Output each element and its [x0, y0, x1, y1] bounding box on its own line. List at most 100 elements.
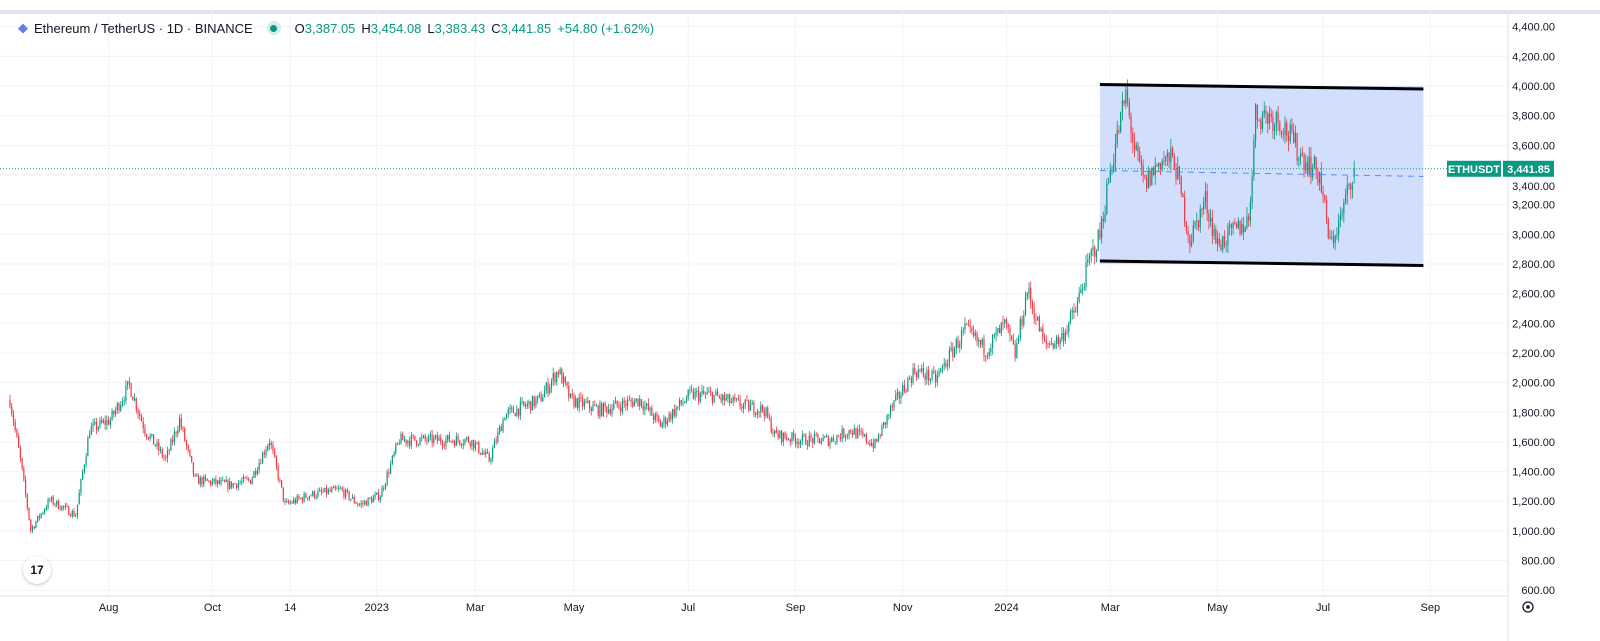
market-status-icon[interactable]: [266, 21, 281, 35]
candle-body: [967, 324, 970, 326]
candle-body: [172, 439, 174, 442]
candle-body: [836, 435, 838, 443]
candle-body: [1073, 310, 1075, 313]
candle-body: [1351, 186, 1354, 190]
candle-body: [1298, 158, 1300, 161]
candle-body: [1030, 287, 1032, 303]
low-value: 3,383.43: [434, 20, 486, 36]
candle-body: [197, 475, 200, 485]
candle-body: [1194, 221, 1196, 226]
candle-body: [549, 387, 551, 394]
candle-body: [535, 399, 537, 407]
candle-body: [1225, 245, 1227, 246]
candle-body: [1159, 163, 1162, 170]
candle-body: [338, 488, 340, 490]
candle-body: [225, 480, 227, 483]
candle-body: [255, 471, 257, 475]
candle-body: [917, 369, 919, 378]
candle-body: [928, 369, 930, 381]
candle-body: [554, 373, 556, 383]
candle-body: [1312, 167, 1314, 178]
candle-body: [877, 435, 880, 442]
candle-body: [1315, 156, 1317, 172]
candle-body: [1158, 163, 1160, 167]
candle-body: [661, 423, 663, 427]
candle-body: [18, 436, 20, 448]
candle-body: [748, 400, 750, 411]
candle-body: [1005, 319, 1008, 324]
candle-body: [90, 426, 92, 435]
candle-body: [713, 394, 715, 403]
symbol-tag-text: ETHUSDT: [1448, 164, 1500, 176]
candle-body: [864, 434, 866, 436]
candle-body: [1187, 231, 1189, 236]
candle-body: [1035, 319, 1037, 321]
candle-body: [530, 401, 532, 411]
candle-body: [474, 443, 476, 449]
candle-body: [1154, 165, 1156, 176]
candle-body: [825, 436, 828, 438]
candle-body: [993, 334, 995, 336]
candle-body: [282, 487, 284, 501]
candle-body: [528, 401, 530, 404]
candle-body: [569, 393, 572, 398]
candle-body: [325, 487, 328, 495]
symbol-legend: ◆ Ethereum / TetherUS · 1D · BINANCE O3,…: [18, 20, 654, 36]
candle-body: [1229, 224, 1231, 227]
candle-body: [1147, 170, 1149, 188]
candle-body: [132, 396, 134, 401]
candle-body: [815, 434, 817, 436]
candle-body: [434, 435, 437, 438]
candle-body: [547, 383, 549, 394]
candle-body: [585, 401, 587, 403]
candle-body: [194, 474, 196, 477]
candle-body: [670, 413, 672, 420]
candle-body: [128, 381, 130, 384]
candle-body: [310, 495, 312, 497]
candle-body: [1293, 130, 1295, 143]
candle-body: [294, 499, 297, 503]
candle-body: [966, 323, 968, 325]
candle-body: [594, 404, 596, 406]
settings-gear-icon[interactable]: [1522, 601, 1534, 613]
candle-body: [1331, 236, 1333, 238]
candle-body: [450, 441, 452, 442]
time-tick-label: Jul: [1316, 602, 1330, 614]
candle-body: [519, 401, 521, 416]
candle-body: [682, 402, 684, 404]
price-tick-label: 4,400.00: [1512, 22, 1555, 34]
candle-body: [675, 407, 677, 416]
candle-body: [715, 391, 717, 395]
candle-body: [455, 436, 457, 446]
candle-body: [1166, 152, 1168, 157]
candle-body: [246, 478, 248, 480]
range-midline: [1099, 170, 1424, 177]
candle-body: [306, 497, 309, 499]
candle-body: [694, 391, 696, 399]
candle-body: [410, 435, 412, 446]
candle-body: [71, 511, 73, 517]
candle-body: [808, 435, 810, 446]
tradingview-logo[interactable]: 17: [23, 556, 51, 584]
candle-body: [1099, 230, 1101, 238]
candle-body: [813, 434, 816, 444]
candle-body: [37, 515, 39, 522]
candle-body: [1265, 110, 1267, 114]
candle-body: [1095, 250, 1098, 257]
candle-body: [564, 376, 566, 383]
candle-body: [1049, 344, 1051, 345]
candle-body: [1322, 191, 1324, 197]
time-tick-label: 14: [284, 602, 296, 614]
candle-body: [936, 375, 938, 383]
candle-body: [268, 442, 271, 446]
candle-body: [668, 413, 670, 422]
candle-body: [170, 439, 172, 451]
candle-body: [627, 400, 629, 406]
candle-body: [620, 407, 622, 412]
candle-body: [367, 497, 369, 506]
symbol-title[interactable]: Ethereum / TetherUS · 1D · BINANCE: [34, 20, 253, 36]
candle-body: [113, 410, 115, 415]
candle-body: [654, 414, 656, 421]
candle-body: [237, 483, 239, 488]
